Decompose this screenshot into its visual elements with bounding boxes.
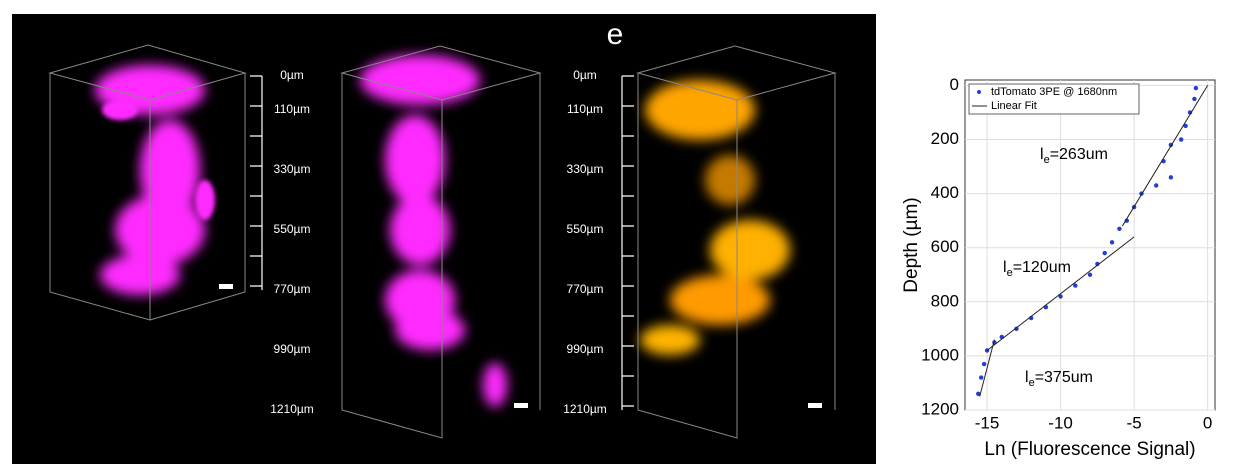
x-tick-label: -10	[1048, 413, 1073, 432]
depth-label: 990µm	[274, 342, 311, 356]
y-tick-label: 600	[931, 237, 959, 256]
depth-label: 770µm	[274, 282, 311, 296]
point	[979, 375, 983, 379]
point	[1179, 137, 1183, 141]
depth-label: 0µm	[573, 68, 597, 82]
y-tick-label: 400	[931, 183, 959, 202]
depth-label: 0µm	[280, 68, 304, 82]
depth-label: 770µm	[567, 282, 604, 296]
point	[1192, 97, 1196, 101]
point	[1110, 240, 1114, 244]
x-tick-label: -15	[975, 413, 1000, 432]
annotation: le=263um	[1040, 146, 1108, 166]
point	[1194, 86, 1198, 90]
annotation-rest: =263um	[1050, 146, 1108, 163]
depth-label: 990µm	[567, 342, 604, 356]
y-tick-label: 1200	[921, 399, 959, 418]
x-tick-label: -5	[1127, 413, 1142, 432]
y-tick-label: 0	[950, 75, 959, 94]
depth-label: 110µm	[567, 102, 603, 116]
figure: e 0µm 110µm 330µm 550µm 770µm 990µm 1210µm 0µm 1…	[0, 0, 1236, 464]
point	[1169, 175, 1173, 179]
point	[1154, 183, 1158, 187]
depth-label: 550µm	[274, 222, 311, 236]
depth-label: 550µm	[567, 222, 604, 236]
legend-marker	[977, 90, 981, 94]
panel-label: e	[607, 18, 624, 51]
depth-label: 330µm	[274, 162, 311, 176]
point	[982, 362, 986, 366]
y-tick-label: 800	[931, 291, 959, 310]
depth-label: 330µm	[567, 162, 604, 176]
x-tick-label: 0	[1203, 413, 1212, 432]
annotation: le=375um	[1025, 369, 1093, 389]
annotation: le=120um	[1003, 259, 1071, 279]
depth-label: 1210µm	[270, 402, 314, 416]
x-axis-label: Ln (Fluorescence Signal)	[984, 439, 1195, 460]
legend-label: Linear Fit	[991, 100, 1037, 112]
y-tick-label: 200	[931, 129, 959, 148]
depth-label: 1210µm	[563, 402, 607, 416]
plot-area	[965, 80, 1215, 410]
point	[1117, 227, 1121, 231]
legend-label: tdTomato 3PE @ 1680nm	[991, 86, 1117, 98]
depth-label: 110µm	[274, 102, 310, 116]
annotation-rest: =375um	[1035, 369, 1093, 386]
point	[1103, 251, 1107, 255]
annotation-rest: =120um	[1013, 259, 1071, 276]
y-axis-label: Depth (µm)	[901, 197, 922, 292]
y-tick-label: 1000	[921, 345, 959, 364]
point	[1088, 273, 1092, 277]
